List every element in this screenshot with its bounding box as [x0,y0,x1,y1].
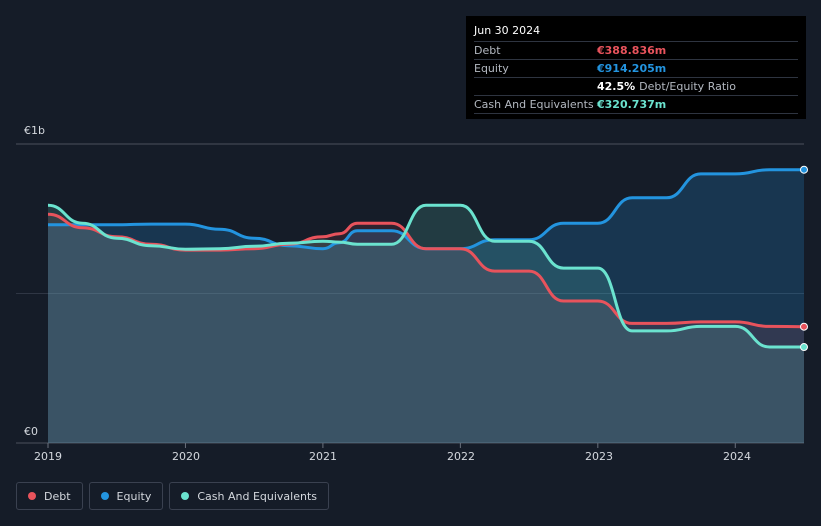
legend-item-cash[interactable]: Cash And Equivalents [169,482,329,510]
legend-label-cash: Cash And Equivalents [197,489,317,503]
area-debt [48,214,804,443]
legend-dot-debt-icon [28,492,36,500]
tooltip-ratio-row: 42.5% Debt/Equity Ratio [474,78,798,96]
x-tick-label-2022: 2022 [447,450,475,463]
legend-dot-cash-icon [181,492,190,500]
legend-label-debt: Debt [44,489,71,503]
legend-dot-equity-icon [100,492,109,500]
line-equity [48,168,804,251]
tooltip-equity-value: €914.205m [597,62,667,75]
x-tick-label-2020: 2020 [172,450,200,463]
tooltip-debt-value: €388.836m [597,44,667,57]
tooltip-date: Jun 30 2024 [474,24,798,42]
x-tick-label-2019: 2019 [34,450,62,463]
tooltip-debt-label: Debt [474,44,501,57]
legend-label-equity: Equity [116,489,152,503]
y-tick-label-bottom: €0 [24,425,38,438]
tooltip-cash-row: Cash And Equivalents €320.737m [474,96,798,114]
tooltip-ratio-spacer [474,78,597,95]
end-marker-debt [800,322,808,331]
x-tick-label-2023: 2023 [585,450,613,463]
tooltip-ratio-label: Debt/Equity Ratio [639,80,736,93]
x-tick-label-2021: 2021 [309,450,337,463]
tooltip-cash-label: Cash And Equivalents [474,98,594,111]
legend-item-debt[interactable]: Debt [16,482,83,510]
area-equity [48,169,804,443]
end-marker-equity [800,165,808,174]
tooltip-ratio-value: 42.5% [597,80,636,93]
legend-item-equity[interactable]: Equity [88,482,164,510]
tooltip-debt-row: Debt €388.836m [474,42,798,60]
x-tick-label-2024: 2024 [723,450,751,463]
end-marker-cash [800,343,808,352]
line-cash [47,203,804,349]
y-tick-label-top: €1b [24,124,45,137]
chart-legend: Debt Equity Cash And Equivalents [16,482,329,510]
tooltip-cash-value: €320.737m [597,98,667,111]
data-tooltip: Jun 30 2024 Debt €388.836m Equity €914.2… [466,16,806,119]
area-cash [48,205,804,443]
tooltip-equity-row: Equity €914.205m [474,60,798,78]
tooltip-equity-label: Equity [474,62,509,75]
